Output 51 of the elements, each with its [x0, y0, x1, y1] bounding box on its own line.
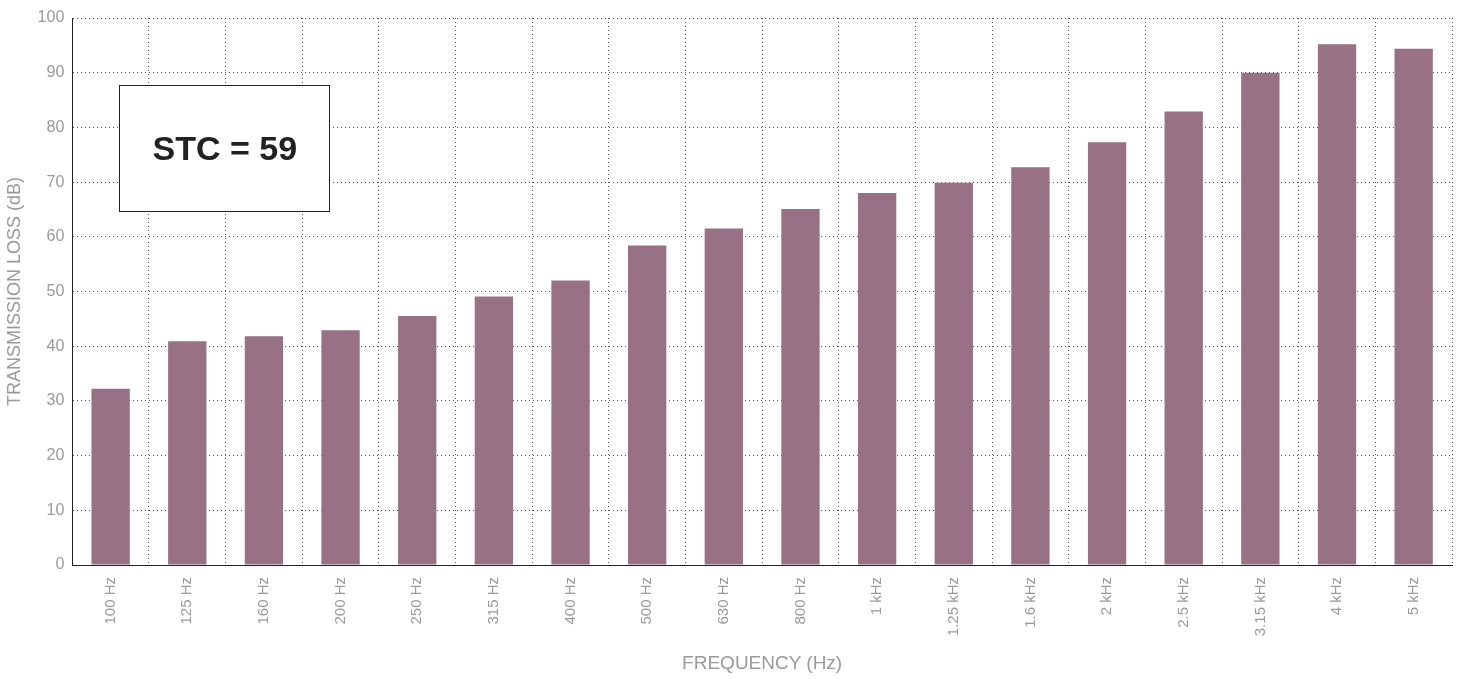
x-tick-label: 315 Hz	[484, 577, 502, 625]
x-tick-label: 200 Hz	[330, 577, 348, 625]
y-tick-label: 0	[55, 555, 65, 573]
y-tick-label: 10	[46, 500, 65, 518]
bar	[781, 208, 820, 565]
bar	[628, 245, 667, 565]
y-tick-label: 90	[46, 63, 65, 81]
x-tick-label: 160 Hz	[254, 577, 272, 625]
bar	[704, 228, 743, 565]
x-tick-label: 5 kHz	[1403, 577, 1421, 616]
bar	[398, 316, 437, 565]
bar	[168, 341, 207, 565]
y-tick-label: 100	[37, 8, 65, 26]
bar	[1241, 72, 1280, 565]
bar	[1011, 167, 1050, 565]
x-tick-label: 4 kHz	[1327, 577, 1345, 616]
bar	[91, 388, 130, 565]
bar	[1317, 44, 1357, 565]
y-tick-label: 30	[46, 391, 65, 409]
x-tick-label: 125 Hz	[177, 577, 195, 625]
x-tick-label: 800 Hz	[790, 577, 808, 625]
x-tick-label: 400 Hz	[560, 577, 578, 625]
bar	[474, 296, 514, 565]
bar	[857, 193, 897, 565]
bar	[1087, 142, 1127, 565]
y-tick-label: 80	[46, 117, 65, 135]
y-tick-label: 40	[46, 336, 65, 354]
y-tick-label: 20	[46, 446, 65, 464]
y-tick-label: 50	[46, 281, 65, 299]
x-axis-title: FREQUENCY (Hz)	[682, 651, 843, 673]
bar	[934, 182, 973, 565]
y-tick-label: 70	[46, 172, 65, 190]
x-tick-label: 250 Hz	[407, 577, 425, 625]
bar	[1394, 48, 1433, 565]
annotation: STC = 59	[152, 129, 298, 168]
bar	[321, 330, 360, 565]
note-frame: STC = 59	[119, 85, 331, 212]
x-tick-label: 2 kHz	[1097, 577, 1115, 616]
y-axis-title: TRANSMISSION LOSS (dB)	[3, 176, 24, 407]
bar	[1164, 111, 1203, 565]
x-tick-label: 1.25 kHz	[943, 577, 961, 637]
x-tick-label: 1 kHz	[867, 577, 885, 616]
x-tick-label: 100 Hz	[100, 577, 118, 625]
bar	[244, 336, 284, 565]
x-tick-label: 3.15 kHz	[1250, 577, 1268, 637]
y-tick-label: 60	[46, 227, 65, 245]
bar	[551, 280, 590, 565]
x-tick-label: 2.5 kHz	[1173, 577, 1191, 628]
x-tick-label: 1.6 kHz	[1020, 577, 1038, 628]
x-tick-label: 500 Hz	[637, 577, 655, 625]
x-tick-label: 630 Hz	[713, 577, 731, 625]
